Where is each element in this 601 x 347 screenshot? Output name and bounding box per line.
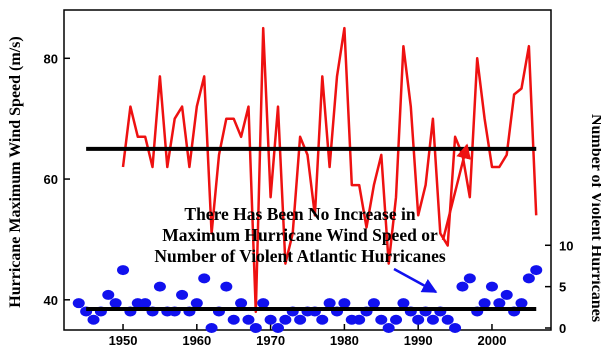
x-tick-label: 1970 — [256, 333, 285, 347]
hurricane-count-point — [353, 314, 366, 325]
hurricane-count-point — [227, 314, 240, 325]
hurricane-count-point — [323, 298, 336, 309]
hurricane-count-point — [367, 298, 380, 309]
hurricane-count-point — [316, 314, 329, 325]
hurricane-count-point — [338, 298, 351, 309]
annotation-line-3: Number of Violent Atlantic Hurricanes — [154, 246, 446, 266]
annotation-arrow-to-wind-speed — [441, 143, 471, 241]
hurricane-count-point — [515, 298, 528, 309]
hurricane-count-point — [463, 273, 476, 284]
hurricane-count-point — [102, 289, 115, 300]
hurricane-count-point — [485, 281, 498, 292]
left-y-axis: 40 60 80 — [44, 51, 70, 308]
hurricane-count-point — [522, 273, 535, 284]
left-tick-label: 60 — [44, 172, 58, 187]
x-tick-label: 2000 — [478, 333, 507, 347]
hurricane-count-point — [72, 298, 85, 309]
series-layer — [72, 26, 543, 333]
right-tick-label: 10 — [559, 238, 573, 253]
hurricane-count-point — [412, 314, 425, 325]
hurricane-count-point — [87, 314, 100, 325]
hurricane-count-point — [456, 281, 469, 292]
hurricane-count-point — [235, 298, 248, 309]
left-tick-label: 80 — [44, 51, 58, 66]
x-tick-label: 1960 — [182, 333, 211, 347]
hurricane-count-point — [449, 323, 462, 333]
hurricane-count-point — [205, 323, 218, 333]
hurricane-count-point — [426, 314, 439, 325]
hurricane-count-point — [478, 298, 491, 309]
hurricane-count-point — [500, 289, 513, 300]
hurricane-count-point — [190, 298, 203, 309]
hurricane-count-point — [397, 298, 410, 309]
hurricane-count-point — [493, 298, 506, 309]
annotation-line-1: There Has Been No Increase in — [184, 204, 415, 224]
x-axis: 1950 1960 1970 1980 1990 2000 — [109, 324, 507, 347]
hurricane-count-point — [198, 273, 211, 284]
hurricane-count-point — [220, 281, 233, 292]
hurricane-count-point — [264, 314, 277, 325]
hurricane-count-point — [441, 314, 454, 325]
annotation-arrow-to-hurricane-count — [393, 267, 438, 294]
x-tick-label: 1950 — [109, 333, 138, 347]
annotation-line-2: Maximum Hurricane Wind Speed or — [162, 225, 438, 245]
wind-speed-line — [121, 26, 538, 314]
hurricane-count-point — [279, 314, 292, 325]
hurricane-count-point — [249, 323, 262, 333]
x-tick-label: 1990 — [404, 333, 433, 347]
hurricane-count-point — [382, 323, 395, 333]
right-y-axis: 0 5 10 — [545, 238, 573, 336]
hurricane-count-point — [153, 281, 166, 292]
plot-frame — [63, 9, 552, 331]
right-tick-label: 5 — [559, 280, 566, 295]
annotation: There Has Been No Increase in Maximum Hu… — [154, 143, 471, 294]
right-axis-label: Number of Violent Hurricanes — [588, 114, 601, 322]
right-tick-label: 0 — [559, 321, 566, 336]
x-tick-label: 1980 — [330, 333, 359, 347]
hurricane-count-point — [139, 298, 152, 309]
hurricane-count-point — [242, 314, 255, 325]
left-tick-label: 40 — [44, 293, 58, 308]
hurricane-count-point — [109, 298, 122, 309]
hurricane-count-point — [294, 314, 307, 325]
hurricane-count-point — [176, 289, 189, 300]
hurricane-count-point — [390, 314, 403, 325]
hurricane-count-point — [530, 265, 543, 276]
hurricane-count-point — [117, 265, 130, 276]
hurricane-count-point — [375, 314, 388, 325]
hurricane-count-point — [257, 298, 270, 309]
left-axis-label: Hurricane Maximum Wind Speed (m/s) — [7, 36, 24, 307]
hurricane-count-point — [271, 323, 284, 333]
